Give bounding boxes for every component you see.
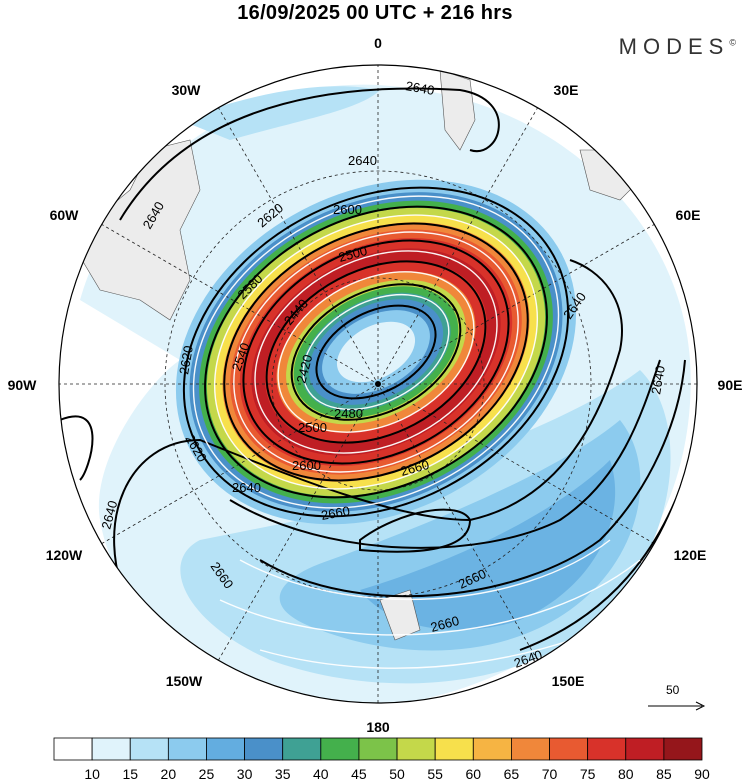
map-boundary bbox=[58, 64, 698, 704]
geopotential-contours bbox=[59, 87, 691, 651]
colorbar-swatch bbox=[663, 737, 703, 761]
lon-label: 120E bbox=[674, 547, 707, 563]
colorbar-label: 40 bbox=[313, 766, 329, 782]
lon-label: 120W bbox=[46, 547, 83, 563]
colorbar-swatch bbox=[396, 737, 436, 761]
colorbar-label: 50 bbox=[389, 766, 405, 782]
colorbar-label: 90 bbox=[694, 766, 710, 782]
polar-map: 0 30E 60E 90E 120E 150E 180 150W 120W 90… bbox=[8, 35, 743, 735]
colorbar-swatch bbox=[206, 737, 245, 761]
lon-label: 90E bbox=[718, 377, 743, 393]
colorbar-label: 75 bbox=[579, 766, 596, 782]
contour-label: 2480 bbox=[334, 406, 363, 421]
contour-label: 2640 bbox=[348, 153, 377, 168]
lon-label: 30W bbox=[172, 82, 202, 98]
colorbar-swatch bbox=[91, 737, 131, 761]
colorbar-swatch bbox=[625, 737, 665, 761]
colorbar-label: 30 bbox=[236, 766, 253, 782]
lon-label: 180 bbox=[366, 719, 390, 735]
colorbar-swatch bbox=[167, 737, 207, 761]
colorbar-swatch bbox=[129, 737, 169, 761]
contour-label: 2420 bbox=[293, 353, 315, 385]
contour-label: 2640 bbox=[232, 480, 261, 495]
colorbar-swatch bbox=[434, 737, 474, 761]
lon-label: 90W bbox=[8, 377, 38, 393]
contour-label: 2640 bbox=[648, 364, 668, 395]
contour-label: 2500 bbox=[337, 243, 369, 265]
colorbar-swatch bbox=[511, 737, 550, 761]
brand-name: MODES bbox=[618, 34, 730, 59]
colorbar-label: 70 bbox=[541, 766, 558, 782]
colorbar-swatch bbox=[282, 737, 322, 761]
colorbar-label: 10 bbox=[84, 766, 100, 782]
contour-label: 2640 bbox=[98, 499, 120, 531]
colorbar bbox=[53, 737, 703, 761]
colorbar-label: 80 bbox=[617, 766, 634, 782]
colorbar-label: 85 bbox=[656, 766, 672, 782]
colorbar-swatch bbox=[549, 737, 589, 761]
map-title: 16/09/2025 00 UTC + 216 hrs bbox=[237, 2, 513, 24]
contour-label: 2640 bbox=[404, 78, 435, 98]
contour-label: 2600 bbox=[292, 458, 321, 473]
colorbar-label: 65 bbox=[503, 766, 520, 782]
colorbar-label: 35 bbox=[274, 766, 291, 782]
longitude-labels: 0 30E 60E 90E 120E 150E 180 150W 120W 90… bbox=[8, 35, 743, 735]
colorbar-swatch bbox=[472, 737, 512, 761]
reference-vector bbox=[648, 701, 706, 711]
lon-label: 0 bbox=[374, 35, 382, 51]
brand-logo: MODES© bbox=[619, 34, 736, 60]
colorbar-swatch bbox=[320, 737, 360, 761]
colorbar-swatch bbox=[53, 737, 93, 761]
contour-label: 2500 bbox=[298, 420, 327, 435]
lon-label: 60W bbox=[50, 207, 80, 223]
colorbar-label: 20 bbox=[160, 766, 177, 782]
lon-label: 150W bbox=[166, 673, 203, 689]
colorbar-label: 15 bbox=[122, 766, 139, 782]
colorbar-swatch bbox=[358, 737, 398, 761]
lon-label: 60E bbox=[676, 207, 701, 223]
contour-label: 2660 bbox=[320, 503, 351, 523]
colorbar-label: 55 bbox=[427, 766, 443, 782]
wind-vectors bbox=[192, 195, 661, 669]
contour-label: 2660 bbox=[429, 613, 461, 635]
lon-label: 30E bbox=[554, 82, 579, 98]
contour-label: 2620 bbox=[176, 344, 196, 375]
lon-label: 150E bbox=[552, 673, 585, 689]
pole-marker bbox=[375, 381, 381, 387]
colorbar-swatch bbox=[244, 737, 284, 761]
contour-label: 2660 bbox=[399, 457, 431, 479]
reference-vector-value: 50 bbox=[666, 683, 680, 697]
colorbar-swatch bbox=[587, 737, 627, 761]
jet-stream-shading bbox=[175, 179, 577, 525]
colorbar-label: 25 bbox=[198, 766, 215, 782]
colorbar-label: 45 bbox=[351, 766, 367, 782]
contour-label: 2600 bbox=[333, 202, 362, 217]
colorbar-label: 60 bbox=[465, 766, 482, 782]
brand-mark: © bbox=[729, 37, 736, 48]
